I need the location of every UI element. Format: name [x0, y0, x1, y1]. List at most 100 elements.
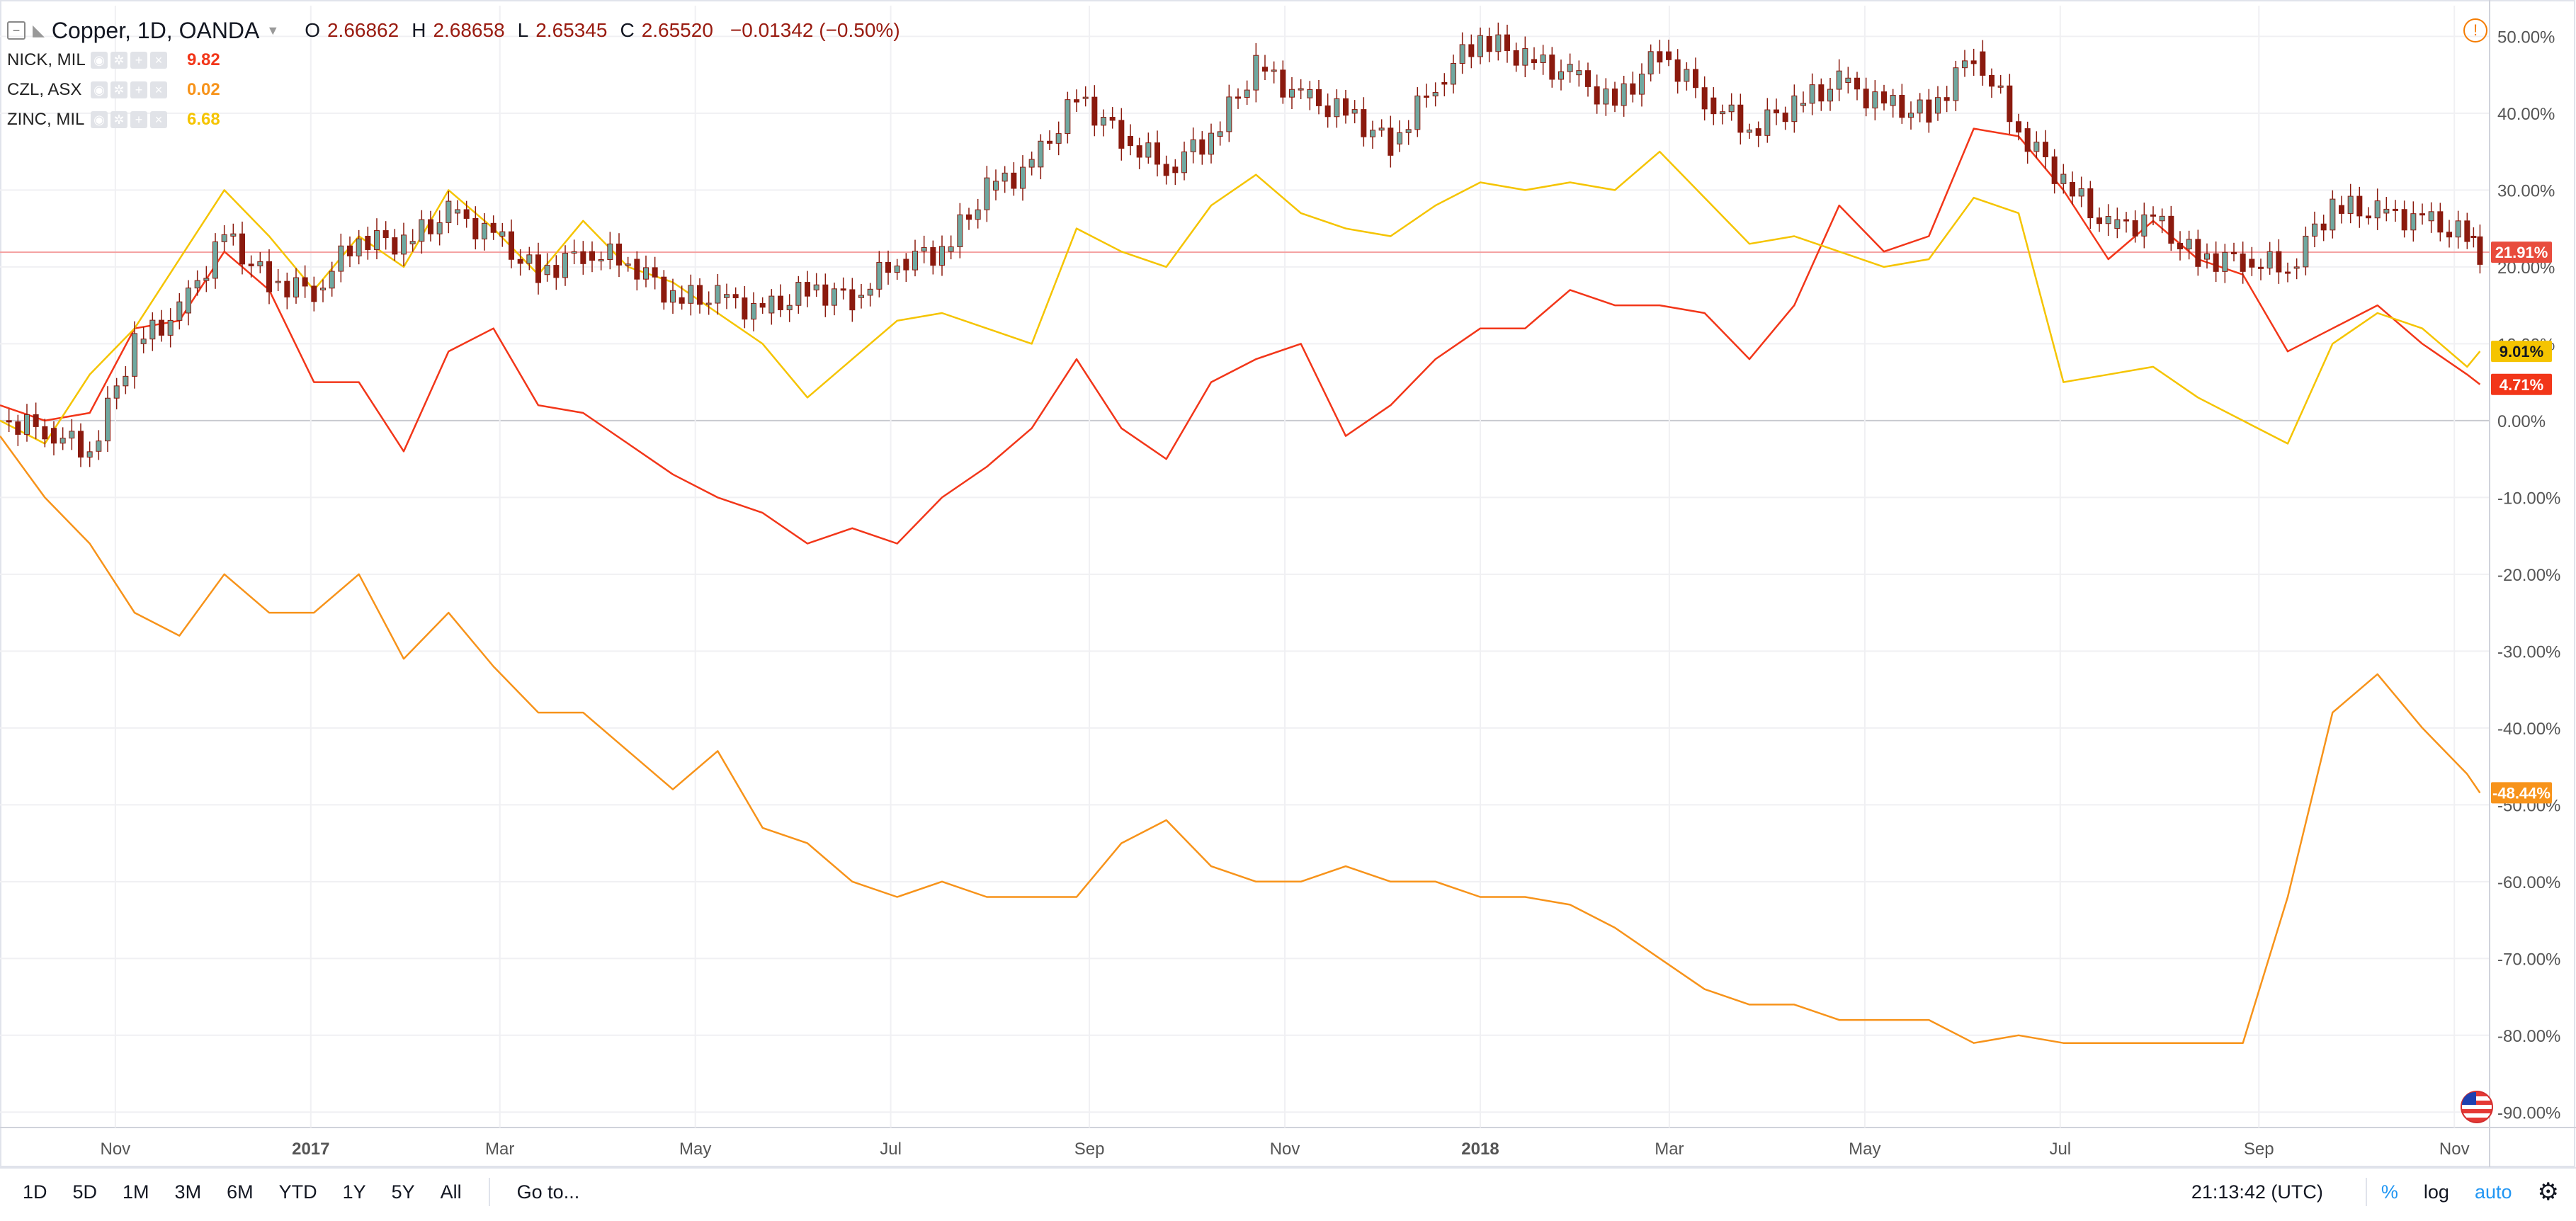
y-tick-label: 50.00% — [2497, 28, 2555, 47]
candle-body — [1540, 55, 1546, 63]
y-tick-label: -60.00% — [2497, 873, 2560, 892]
gear-icon[interactable]: ⚙ — [2537, 1179, 2559, 1205]
candle-body — [2293, 266, 2300, 269]
candle-body — [1800, 103, 1806, 106]
plus-icon[interactable]: + — [130, 52, 147, 69]
close-icon[interactable]: × — [150, 52, 167, 69]
close-icon[interactable]: × — [150, 111, 167, 128]
symbol-title[interactable]: Copper, 1D, OANDA — [51, 18, 260, 43]
x-tick-label: Nov — [2439, 1140, 2470, 1159]
candle-body — [697, 285, 703, 305]
candle-body — [159, 319, 164, 336]
candle-body — [1334, 98, 1340, 118]
candle-body — [463, 209, 470, 219]
plus-icon[interactable]: + — [130, 81, 147, 98]
range-6m-button[interactable]: 6M — [227, 1181, 254, 1203]
candle-body — [1827, 89, 1833, 102]
candle-body — [930, 246, 936, 266]
candle-body — [2410, 213, 2417, 231]
range-1y-button[interactable]: 1Y — [342, 1181, 366, 1203]
candle-body — [2477, 236, 2483, 265]
candle-body — [1953, 67, 1959, 101]
candle-body — [2177, 243, 2183, 249]
candle-body — [1863, 89, 1869, 109]
candle-body — [1253, 55, 1259, 91]
candle-body — [813, 284, 819, 290]
eye-icon[interactable]: ◉ — [91, 52, 108, 69]
range-5y-button[interactable]: 5Y — [391, 1181, 415, 1203]
plus-icon[interactable]: + — [130, 111, 147, 128]
candle-body — [1980, 51, 1986, 76]
y-tick-label: 40.00% — [2497, 105, 2555, 124]
candle-body — [356, 238, 362, 256]
candle-body — [1845, 77, 1851, 83]
candle-body — [2132, 220, 2138, 237]
candle-body — [1737, 104, 1744, 133]
candle-body — [311, 285, 317, 302]
range-1d-button[interactable]: 1D — [23, 1181, 47, 1203]
close-icon[interactable]: × — [150, 81, 167, 98]
candle-body — [1701, 87, 1708, 110]
candle-body — [1199, 139, 1205, 155]
candle-body — [1531, 59, 1537, 63]
compare-name[interactable]: ZINC, MIL — [7, 110, 85, 129]
candle-body — [59, 438, 66, 444]
flag-icon[interactable]: ◣ — [33, 21, 45, 39]
alert-icon[interactable]: ! — [2463, 18, 2487, 42]
clock-display[interactable]: 21:13:42 (UTC) — [2191, 1181, 2323, 1203]
compare-name[interactable]: NICK, MIL — [7, 50, 86, 69]
goto-button[interactable]: Go to... — [516, 1181, 580, 1203]
candle-body — [607, 243, 613, 261]
range-all-button[interactable]: All — [440, 1181, 462, 1203]
compare-row-zinc[interactable]: ZINC, MIL ◉ ✲ + × 6.68 — [7, 105, 900, 135]
eye-icon[interactable]: ◉ — [91, 111, 108, 128]
candle-body — [1477, 35, 1483, 57]
percent-scale-button[interactable]: % — [2381, 1181, 2398, 1203]
candle-body — [1262, 67, 1268, 72]
x-tick-label: Nov — [1270, 1140, 1300, 1159]
candle-body — [1118, 120, 1125, 149]
candle-body — [2339, 205, 2344, 214]
range-5d-button[interactable]: 5D — [72, 1181, 98, 1203]
compare-name[interactable]: CZL, ASX — [7, 80, 82, 99]
chevron-down-icon[interactable]: ▼ — [266, 23, 280, 38]
candle-body — [2213, 253, 2219, 272]
settings-icon[interactable]: ✲ — [110, 81, 127, 98]
candle-body — [2393, 208, 2398, 211]
candle-body — [1594, 86, 1600, 105]
price-chart[interactable]: 50.00%40.00%30.00%20.00%10.00%0.00%-10.0… — [0, 0, 2576, 1167]
settings-icon[interactable]: ✲ — [110, 111, 127, 128]
compare-row-czl[interactable]: CZL, ASX ◉ ✲ + × 0.02 — [7, 75, 900, 105]
candle-body — [661, 276, 667, 303]
compare-row-nick[interactable]: NICK, MIL ◉ ✲ + × 9.82 — [7, 45, 900, 75]
candle-body — [1522, 48, 1528, 66]
auto-scale-button[interactable]: auto — [2474, 1181, 2512, 1203]
open-value: 2.66862 — [327, 19, 399, 41]
candle-body — [2105, 216, 2111, 225]
candle-body — [1055, 133, 1062, 144]
collapse-legend-icon[interactable]: − — [7, 21, 25, 40]
toolbar-divider — [488, 1178, 490, 1206]
candle-body — [275, 280, 281, 283]
candle-body — [634, 259, 640, 280]
last-value-label: -48.44% — [2492, 784, 2551, 802]
x-tick-label: Mar — [485, 1140, 514, 1159]
range-1m-button[interactable]: 1M — [123, 1181, 149, 1203]
candle-body — [1424, 95, 1429, 98]
range-3m-button[interactable]: 3M — [174, 1181, 202, 1203]
candle-body — [2347, 195, 2354, 214]
candle-body — [365, 235, 371, 250]
candle-body — [544, 265, 550, 276]
candle-body — [1441, 81, 1448, 85]
candle-body — [589, 251, 595, 261]
last-value-tag — [2491, 341, 2552, 363]
us-flag-icon[interactable] — [2461, 1091, 2493, 1123]
candle-body — [509, 231, 514, 260]
log-scale-button[interactable]: log — [2423, 1181, 2449, 1203]
settings-icon[interactable]: ✲ — [110, 52, 127, 69]
range-ytd-button[interactable]: YTD — [278, 1181, 317, 1203]
candle-body — [347, 245, 353, 256]
x-tick-label: 2018 — [1461, 1140, 1499, 1159]
candle-body — [1163, 164, 1169, 176]
eye-icon[interactable]: ◉ — [91, 81, 108, 98]
